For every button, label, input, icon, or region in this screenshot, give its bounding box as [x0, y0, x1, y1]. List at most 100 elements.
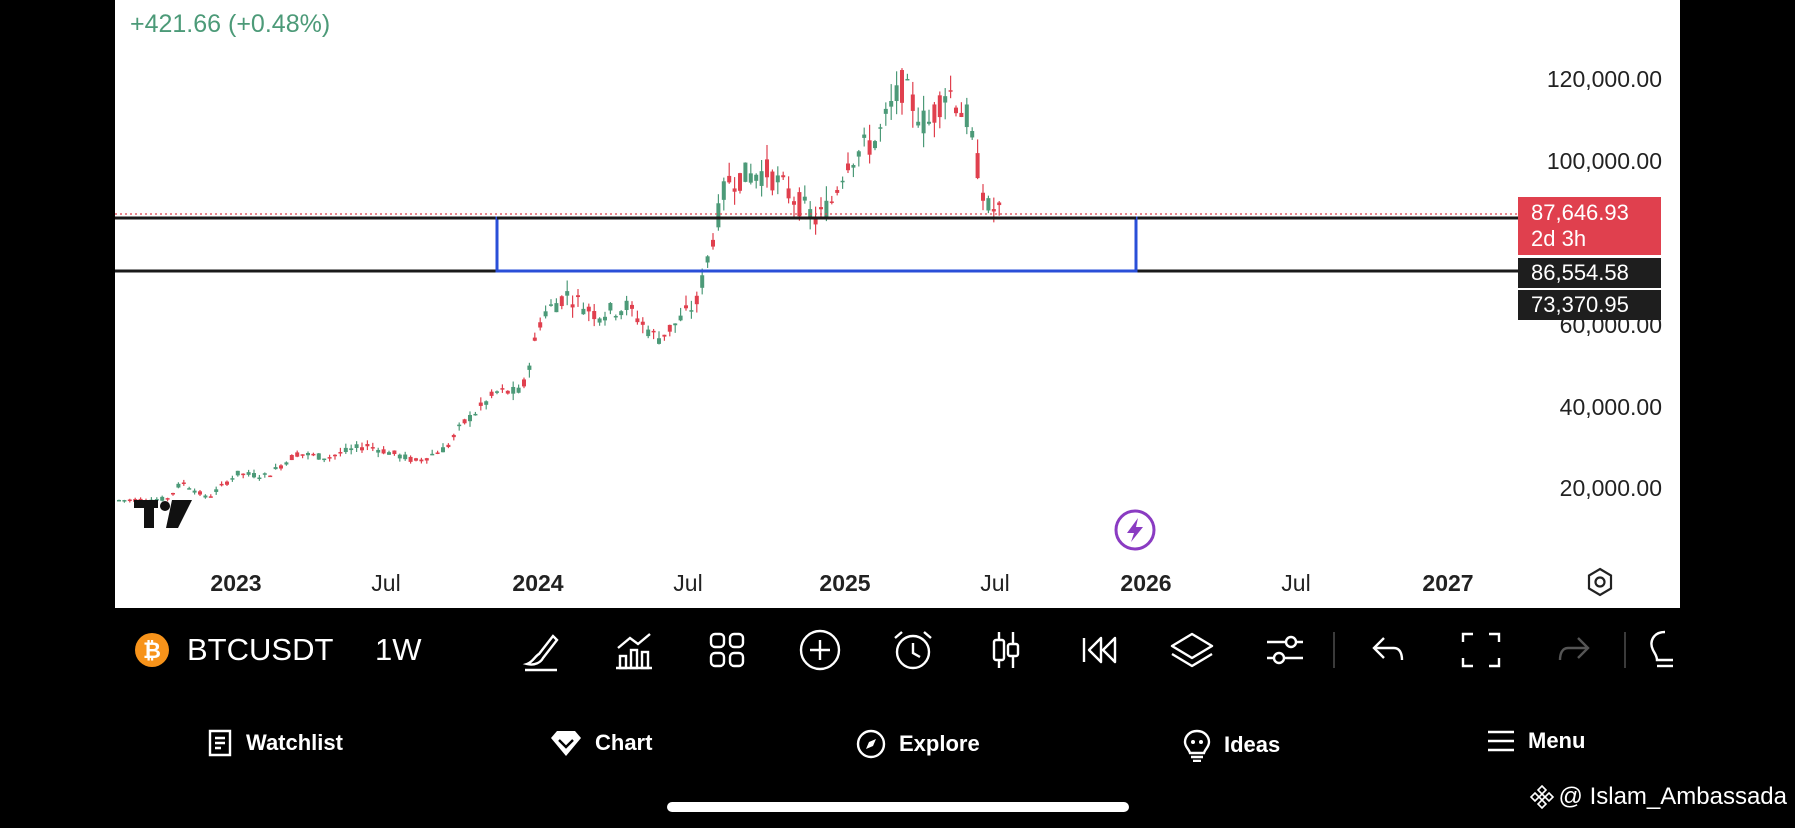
- candle-body: [721, 181, 726, 200]
- candle-body: [630, 304, 634, 309]
- candle-body: [295, 452, 300, 457]
- candle-body: [381, 449, 386, 454]
- candle-body: [430, 453, 435, 456]
- candle-body: [576, 295, 580, 298]
- candle-body: [970, 130, 975, 138]
- fullscreen-icon[interactable]: [1457, 626, 1505, 674]
- candle-body: [851, 165, 856, 168]
- candle-body: [673, 323, 678, 326]
- candle-body: [165, 498, 170, 500]
- nav-label: Watchlist: [246, 730, 343, 755]
- candles-icon[interactable]: [982, 626, 1030, 674]
- candle-body: [792, 201, 796, 205]
- time-axis-label: Jul: [980, 570, 1010, 596]
- candle-body: [532, 337, 537, 341]
- nav-watchlist[interactable]: Watchlist: [206, 728, 343, 758]
- candle-body: [829, 201, 834, 203]
- candle-body: [181, 482, 186, 484]
- candle-body: [662, 334, 667, 337]
- price-chart[interactable]: [115, 0, 1680, 608]
- chart-settings-icon[interactable]: [1584, 566, 1616, 598]
- candle-body: [473, 413, 478, 416]
- settings-sliders-icon[interactable]: [1261, 626, 1309, 674]
- bitcoin-icon: ₿: [135, 633, 169, 667]
- price-change: +421.66 (+0.48%): [130, 10, 331, 38]
- candle-body: [678, 315, 683, 321]
- candle-body: [927, 121, 931, 124]
- candle-body: [268, 475, 273, 478]
- nav-explore[interactable]: Explore: [855, 728, 980, 760]
- watchlist-icon: [208, 729, 232, 757]
- candle-body: [856, 151, 861, 157]
- compass-icon: [856, 729, 886, 759]
- toolbar-divider: [1624, 632, 1626, 668]
- candle-body: [392, 450, 397, 455]
- candle-body: [916, 121, 921, 126]
- candle-body: [311, 453, 316, 456]
- layout-grid-icon[interactable]: [703, 626, 751, 674]
- replay-icon[interactable]: [1075, 626, 1123, 674]
- candle-body: [889, 100, 894, 107]
- candle-body: [727, 175, 732, 183]
- ideas-icon[interactable]: [1645, 626, 1680, 674]
- time-axis-label: 2024: [512, 570, 564, 596]
- candle-body: [208, 496, 213, 498]
- candle-body: [343, 447, 348, 453]
- candle-body: [543, 311, 548, 317]
- alert-clock-icon[interactable]: [889, 626, 937, 674]
- candle-body: [203, 495, 208, 498]
- nav-ideas[interactable]: Ideas: [1182, 728, 1280, 762]
- candle-body: [327, 457, 332, 459]
- candle-body: [360, 447, 364, 451]
- candle-body: [284, 462, 289, 465]
- candle-body: [873, 141, 877, 149]
- add-icon[interactable]: [796, 626, 844, 674]
- candle-body: [959, 112, 964, 118]
- candle-body: [262, 473, 267, 475]
- candle-body: [435, 452, 440, 454]
- time-axis-label: 2025: [819, 570, 871, 596]
- indicators-icon[interactable]: [610, 626, 658, 674]
- candle-body: [738, 173, 742, 191]
- candle-body: [570, 304, 575, 308]
- candle-body: [597, 318, 602, 323]
- candle-body: [948, 90, 953, 92]
- candle-body: [414, 458, 418, 461]
- candle-body: [397, 454, 402, 459]
- candle-body: [235, 470, 240, 476]
- candle-body: [279, 465, 283, 469]
- brush-icon[interactable]: [517, 626, 565, 674]
- candle-body: [171, 492, 175, 495]
- nav-chart[interactable]: Chart: [549, 728, 652, 758]
- interval-selector[interactable]: 1W: [375, 632, 422, 667]
- candle-body: [365, 444, 370, 447]
- candle-body: [797, 192, 802, 217]
- candle-body: [511, 386, 516, 394]
- bulb-icon: [1183, 729, 1211, 762]
- candle-body: [257, 477, 262, 480]
- candle-body: [127, 499, 132, 502]
- time-axis-label: 2026: [1120, 570, 1172, 596]
- candle-body: [613, 315, 618, 318]
- redo-icon[interactable]: [1550, 626, 1598, 674]
- candle-body: [781, 175, 786, 178]
- candle-body: [619, 311, 624, 316]
- chart-area[interactable]: +421.66 (+0.48%) 120,000.00 100,000.00 6…: [115, 0, 1680, 608]
- candle-body: [160, 496, 165, 501]
- binance-icon: [1529, 784, 1554, 810]
- layers-icon[interactable]: [1168, 626, 1216, 674]
- symbol-name[interactable]: BTCUSDT: [187, 632, 334, 667]
- candle-body: [522, 379, 526, 387]
- candle-body: [289, 455, 294, 461]
- time-axis-label: Jul: [1281, 570, 1311, 596]
- candle-body: [770, 171, 775, 191]
- svg-text:₿: ₿: [143, 639, 161, 664]
- candle-body: [991, 209, 996, 212]
- candle-body: [975, 153, 980, 179]
- nav-menu[interactable]: Menu: [1486, 728, 1585, 754]
- undo-icon[interactable]: [1364, 626, 1412, 674]
- price-axis-label: 40,000.00: [1559, 394, 1662, 420]
- candle-body: [354, 444, 359, 449]
- candle-body: [964, 104, 969, 128]
- event-lightning-icon[interactable]: [1113, 508, 1157, 552]
